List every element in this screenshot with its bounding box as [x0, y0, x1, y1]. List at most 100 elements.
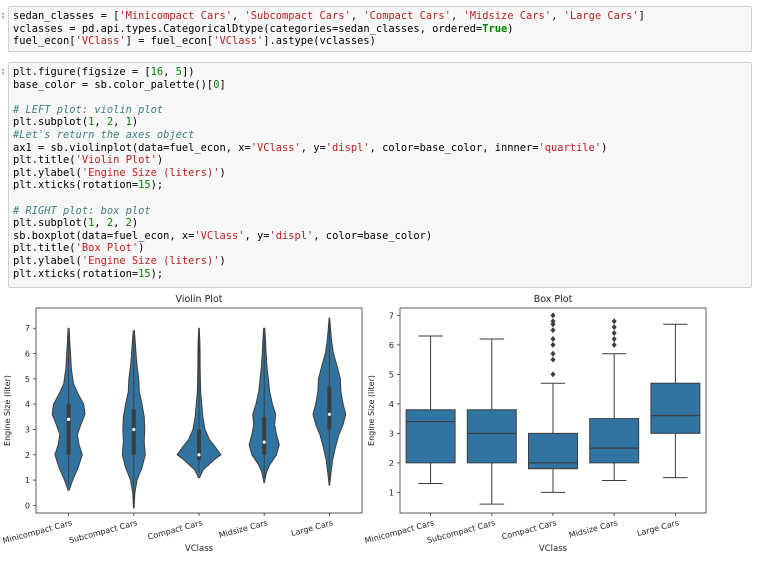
cell-prompt: :: [0, 10, 7, 21]
code-token: ax1 = sb.violinplot(data=fuel_econ, x=: [13, 141, 251, 154]
code-token: 1: [88, 116, 95, 129]
code-token: True: [482, 22, 508, 35]
code-token: 15: [138, 267, 151, 280]
code-token: ): [601, 141, 608, 154]
code-token: ,: [113, 217, 126, 230]
code-token: 'Subcompact Cars': [244, 10, 351, 22]
y-axis-label: Engine Size (liter): [3, 375, 12, 446]
code-token: plt.title(: [13, 154, 76, 167]
violin-iqr: [197, 429, 201, 460]
code-token: 'quartile': [538, 141, 602, 154]
code-token: , y=: [244, 229, 270, 242]
code-editor[interactable]: sedan_classes = ['Minicompact Cars', 'Su…: [8, 6, 752, 52]
x-tick-label: Minicompact Cars: [364, 518, 435, 545]
code-token: sb.boxplot(data=fuel_econ, x=: [13, 229, 195, 242]
box-flier: [611, 330, 617, 337]
chart-title: Box Plot: [534, 294, 573, 305]
box-iqr: [589, 418, 640, 464]
violin-median: [132, 427, 136, 432]
code-token: , y=: [300, 141, 326, 154]
y-tick-label: 3: [25, 425, 30, 434]
code-line: fuel_econ['VClass'] = fuel_econ['VClass'…: [13, 35, 747, 48]
box-flier: [550, 371, 556, 378]
violin-iqr: [131, 409, 136, 455]
code-token: # LEFT plot: violin plot: [13, 103, 164, 116]
code-token: 'Engine Size (liters)': [81, 166, 220, 179]
code-token: ].astype(vclasses): [263, 35, 376, 48]
y-tick-label: 6: [25, 350, 30, 359]
code-token: );: [150, 267, 164, 280]
x-tick-label: Compact Cars: [501, 518, 558, 541]
box-flier: [550, 312, 556, 319]
code-token: ,: [94, 217, 107, 230]
code-line: plt.ylabel('Engine Size (liters)'): [13, 255, 747, 268]
code-line: #Let's return the axes object: [13, 129, 747, 142]
code-token: 'Minicompact Cars': [119, 10, 232, 22]
code-token: 'displ': [269, 229, 314, 242]
box-iqr: [650, 382, 701, 434]
y-tick-label: 3: [389, 429, 394, 438]
code-line: plt.title('Violin Plot'): [13, 154, 747, 167]
code-line: plt.subplot(1, 2, 1): [13, 116, 747, 129]
code-token: 16: [150, 66, 164, 78]
violin-median: [327, 412, 331, 416]
y-tick-label: 2: [389, 459, 394, 468]
code-line: # RIGHT plot: box plot: [13, 205, 747, 218]
code-token: 'VClass': [75, 35, 126, 48]
code-token: ,: [94, 116, 107, 129]
box-flier: [611, 335, 617, 342]
code-line: # LEFT plot: violin plot: [13, 104, 747, 117]
code-line: plt.title('Box Plot'): [13, 242, 747, 255]
code-token: 1: [125, 116, 132, 129]
code-token: plt.subplot(: [13, 116, 89, 129]
x-tick-label: Subcompact Cars: [68, 518, 138, 545]
y-tick-label: 6: [389, 341, 394, 350]
code-token: ): [138, 242, 145, 255]
box-flier: [611, 341, 617, 348]
y-tick-label: 2: [25, 451, 30, 460]
code-token: 'displ': [325, 141, 370, 154]
code-line: [13, 192, 747, 205]
x-tick-label: Subcompact Cars: [426, 518, 496, 545]
code-token: plt.xticks(rotation=: [13, 267, 139, 280]
code-token: base_color = sb.color_palette()[: [13, 78, 214, 91]
code-line: plt.xticks(rotation=15);: [13, 179, 747, 192]
code-token: 'Box Plot': [75, 242, 139, 255]
x-tick-label: Large Cars: [290, 518, 334, 538]
code-token: ,: [113, 116, 126, 129]
code-token: 'VClass': [194, 229, 245, 242]
code-token: ]: [219, 78, 226, 91]
code-token: ): [219, 166, 226, 179]
x-tick-label: Compact Cars: [147, 518, 204, 541]
code-token: 'Compact Cars': [363, 10, 451, 22]
code-editor[interactable]: plt.figure(figsize = [16, 5]) base_color …: [8, 62, 752, 288]
code-line: sedan_classes = ['Minicompact Cars', 'Su…: [13, 10, 747, 23]
box-flier: [550, 335, 556, 342]
x-axis-label: VClass: [539, 544, 568, 554]
violin-iqr: [66, 404, 71, 455]
code-token: 'Violin Plot': [75, 154, 157, 167]
code-token: #Let's return the axes object: [13, 128, 195, 141]
code-token: );: [150, 179, 164, 192]
box-flier: [550, 350, 556, 357]
code-token: 2: [125, 217, 132, 230]
y-tick-label: 7: [389, 311, 394, 320]
y-tick-label: 7: [25, 324, 30, 333]
code-line: [13, 91, 747, 104]
code-token: fuel_econ[: [13, 35, 76, 48]
code-token: 'VClass': [213, 35, 264, 48]
box-iqr: [405, 409, 456, 464]
y-tick-label: 1: [389, 488, 394, 497]
code-token: 'VClass': [250, 141, 301, 154]
y-tick-label: 5: [25, 375, 30, 384]
chart-title: Violin Plot: [176, 294, 223, 305]
y-tick-label: 5: [389, 370, 394, 379]
code-line: plt.xticks(rotation=15);: [13, 268, 747, 281]
box-flier: [550, 341, 556, 348]
code-token: plt.title(: [13, 242, 76, 255]
code-token: plt.ylabel(: [13, 166, 82, 179]
code-token: 'Midsize Cars': [463, 10, 552, 22]
violin-iqr: [262, 416, 267, 455]
code-token: , color=base_color, innner=: [369, 141, 539, 154]
code-token: 'Large Cars': [563, 10, 639, 22]
